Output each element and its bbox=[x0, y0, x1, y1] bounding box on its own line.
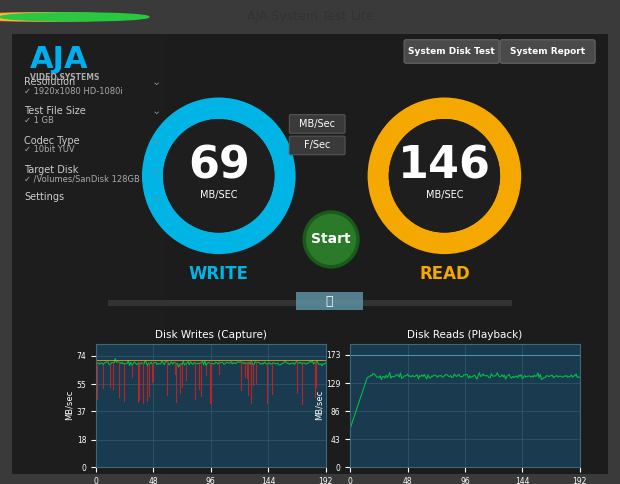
Circle shape bbox=[163, 119, 275, 233]
FancyBboxPatch shape bbox=[404, 40, 499, 63]
Bar bbox=[296, 292, 363, 310]
Text: Target Disk: Target Disk bbox=[24, 165, 78, 175]
Title: Disk Reads (Playback): Disk Reads (Playback) bbox=[407, 330, 523, 340]
Text: ⌄: ⌄ bbox=[152, 77, 161, 87]
Text: AJA: AJA bbox=[30, 45, 88, 74]
Text: Test File Size: Test File Size bbox=[24, 106, 86, 116]
Text: READ: READ bbox=[419, 265, 470, 283]
Text: Start: Start bbox=[311, 232, 351, 246]
Text: ✓ 1 GB: ✓ 1 GB bbox=[24, 116, 54, 125]
Text: Settings: Settings bbox=[24, 192, 64, 202]
Text: MB/Sec: MB/Sec bbox=[299, 119, 335, 129]
Text: 146: 146 bbox=[398, 145, 491, 187]
Y-axis label: MB/sec: MB/sec bbox=[65, 390, 74, 421]
Title: Disk Writes (Capture): Disk Writes (Capture) bbox=[155, 330, 267, 340]
FancyBboxPatch shape bbox=[290, 115, 345, 133]
FancyBboxPatch shape bbox=[500, 40, 595, 63]
Y-axis label: MB/sec: MB/sec bbox=[314, 390, 323, 421]
Text: Codec Type: Codec Type bbox=[24, 136, 79, 146]
Wedge shape bbox=[142, 97, 296, 254]
Circle shape bbox=[389, 119, 500, 233]
Text: 〜: 〜 bbox=[326, 295, 333, 307]
Text: ✓ 10bit YUV: ✓ 10bit YUV bbox=[24, 145, 74, 154]
Circle shape bbox=[304, 212, 358, 267]
Bar bbox=[108, 300, 511, 306]
Circle shape bbox=[0, 13, 127, 21]
Text: System Disk Test: System Disk Test bbox=[408, 47, 495, 56]
Bar bbox=[12, 34, 166, 474]
Text: ✓ 1920x1080 HD-1080i: ✓ 1920x1080 HD-1080i bbox=[24, 87, 123, 95]
Text: ⌄: ⌄ bbox=[152, 165, 161, 175]
Circle shape bbox=[0, 13, 149, 21]
Text: ⌄: ⌄ bbox=[152, 192, 161, 202]
Circle shape bbox=[0, 13, 105, 21]
Text: 69: 69 bbox=[188, 145, 250, 187]
Text: MB/SEC: MB/SEC bbox=[200, 190, 237, 200]
Text: Resolution: Resolution bbox=[24, 77, 75, 87]
Text: VIDEO SYSTEMS: VIDEO SYSTEMS bbox=[30, 73, 99, 82]
Wedge shape bbox=[368, 97, 521, 254]
Text: ⌄: ⌄ bbox=[152, 106, 161, 116]
Text: F/Sec: F/Sec bbox=[304, 140, 330, 151]
Text: MB/SEC: MB/SEC bbox=[426, 190, 463, 200]
Text: ✓ /Volumes/SanDisk 128GB: ✓ /Volumes/SanDisk 128GB bbox=[24, 175, 140, 183]
Text: ⌄: ⌄ bbox=[152, 136, 161, 146]
FancyBboxPatch shape bbox=[290, 136, 345, 155]
Text: AJA System Test Lite: AJA System Test Lite bbox=[247, 11, 373, 23]
Text: System Report: System Report bbox=[510, 47, 585, 56]
Text: WRITE: WRITE bbox=[189, 265, 249, 283]
